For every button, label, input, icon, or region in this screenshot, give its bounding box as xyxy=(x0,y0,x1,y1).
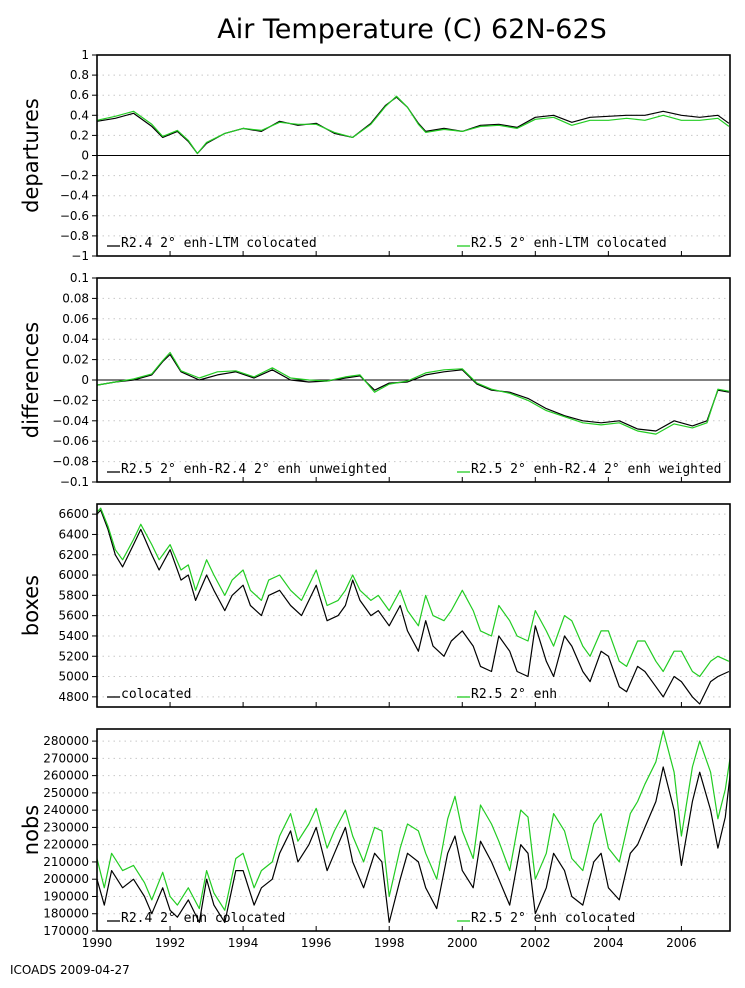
nobs-ytick-label: 170000 xyxy=(43,924,89,938)
boxes-series-2-line xyxy=(96,507,730,678)
differences-legend-label: R2.5 2° enh-R2.4 2° enh unweighted xyxy=(121,462,387,477)
departures-ytick-label: 0.6 xyxy=(70,88,89,102)
departures-frame xyxy=(96,54,731,257)
nobs-legend-label: R2.5 2° enh colocated xyxy=(471,911,635,926)
differences-series-2-line xyxy=(96,351,730,435)
boxes-frame xyxy=(96,503,731,708)
departures-ytick-label: −0.2 xyxy=(60,169,89,183)
nobs-ytick-label: 250000 xyxy=(43,786,89,800)
xtick-label: 1992 xyxy=(155,936,186,950)
xtick-label: 2006 xyxy=(666,936,697,950)
differences-ytick-label: −0.06 xyxy=(52,434,89,448)
nobs-series-2-line xyxy=(96,730,731,911)
departures-ytick-label: 0.2 xyxy=(70,128,89,142)
xtick-label: 1998 xyxy=(374,936,405,950)
boxes-ytick-label: 5000 xyxy=(58,670,89,684)
nobs-ytick-label: 280000 xyxy=(43,734,89,748)
panel-differences: −0.1 −0.08 −0.06 −0.04 −0.02 0 0.02 0.04 0.06 0.0… xyxy=(19,271,731,489)
nobs-ytick-label: 180000 xyxy=(43,907,89,921)
nobs-ytick-label: 240000 xyxy=(43,803,89,817)
boxes-legend-label: R2.5 2° enh xyxy=(471,687,557,702)
differences-ytick-label: 0.02 xyxy=(62,353,89,367)
boxes-ytick-label: 4800 xyxy=(58,690,89,704)
boxes-ytick-label: 5400 xyxy=(58,629,89,643)
differences-ytick-label: 0 xyxy=(81,373,89,387)
boxes-legend-label: colocated xyxy=(121,687,191,702)
boxes-ytick-label: 6000 xyxy=(58,568,89,582)
boxes-ytick-label: 5600 xyxy=(58,609,89,623)
nobs-ytick-label: 210000 xyxy=(43,855,89,869)
differences-ytick-label: 0.06 xyxy=(62,312,89,326)
differences-ytick-label: −0.04 xyxy=(52,414,89,428)
nobs-frame xyxy=(96,728,731,932)
xtick-label: 2004 xyxy=(593,936,624,950)
xtick-label: 2002 xyxy=(520,936,551,950)
xtick-label: 2000 xyxy=(447,936,478,950)
boxes-ytick-label: 6600 xyxy=(58,507,89,521)
differences-ytick-label: −0.1 xyxy=(60,475,89,489)
nobs-ylabel: nobs xyxy=(19,805,43,855)
departures-ytick-label: −1 xyxy=(71,249,89,263)
boxes-ylabel: boxes xyxy=(19,575,43,636)
xtick-label: 1996 xyxy=(301,936,332,950)
differences-frame xyxy=(96,277,731,483)
chart-title: Air Temperature (C) 62N-62S xyxy=(217,14,607,45)
differences-ytick-label: 0.1 xyxy=(70,271,89,285)
xtick-label: 1990 xyxy=(82,936,113,950)
panel-nobs: 170000 180000 190000 200000 210000 220000 2300… xyxy=(19,728,731,950)
panel-departures: −1 −0.8 −0.6 −0.4 −0.2 0 0.2 0.4 0.6 0.8 1 R2.4 2° … xyxy=(19,48,731,263)
differences-series-1-line xyxy=(96,353,730,432)
departures-ytick-label: 1 xyxy=(81,48,89,62)
departures-ytick-label: −0.8 xyxy=(60,229,89,243)
differences-ytick-label: −0.08 xyxy=(52,455,89,469)
panel-boxes: 4800 5000 5200 5400 5600 5800 6000 6200 6400 6600… xyxy=(19,503,731,708)
boxes-ytick-label: 6400 xyxy=(58,527,89,541)
boxes-ytick-label: 5800 xyxy=(58,588,89,602)
departures-ytick-label: 0.8 xyxy=(70,68,89,82)
nobs-series-1-line xyxy=(96,766,731,923)
nobs-ytick-label: 230000 xyxy=(43,820,89,834)
footer-text: ICOADS 2009-04-27 xyxy=(10,963,130,977)
departures-series-2-line xyxy=(96,95,730,155)
differences-ytick-label: 0.08 xyxy=(62,291,89,305)
boxes-ytick-label: 6200 xyxy=(58,548,89,562)
departures-ytick-label: 0.4 xyxy=(70,108,89,122)
differences-legend-label: R2.5 2° enh-R2.4 2° enh weighted xyxy=(471,462,721,477)
departures-ytick-label: −0.4 xyxy=(60,189,89,203)
boxes-series-1-line xyxy=(96,509,730,705)
differences-ytick-label: −0.02 xyxy=(52,393,89,407)
departures-legend-label: R2.5 2° enh-LTM colocated xyxy=(471,236,667,251)
nobs-ytick-label: 200000 xyxy=(43,872,89,886)
nobs-ytick-label: 270000 xyxy=(43,751,89,765)
xtick-label: 1994 xyxy=(228,936,259,950)
departures-ytick-label: −0.6 xyxy=(60,209,89,223)
nobs-ytick-label: 190000 xyxy=(43,889,89,903)
nobs-legend-label: R2.4 2° enh colocated xyxy=(121,911,285,926)
departures-ytick-label: 0 xyxy=(81,149,89,163)
nobs-ytick-label: 220000 xyxy=(43,838,89,852)
departures-ylabel: departures xyxy=(19,98,43,213)
boxes-ytick-label: 5200 xyxy=(58,649,89,663)
departures-legend-label: R2.4 2° enh-LTM colocated xyxy=(121,236,317,251)
differences-ytick-label: 0.04 xyxy=(62,332,89,346)
nobs-ytick-label: 260000 xyxy=(43,769,89,783)
differences-ylabel: differences xyxy=(19,322,43,438)
